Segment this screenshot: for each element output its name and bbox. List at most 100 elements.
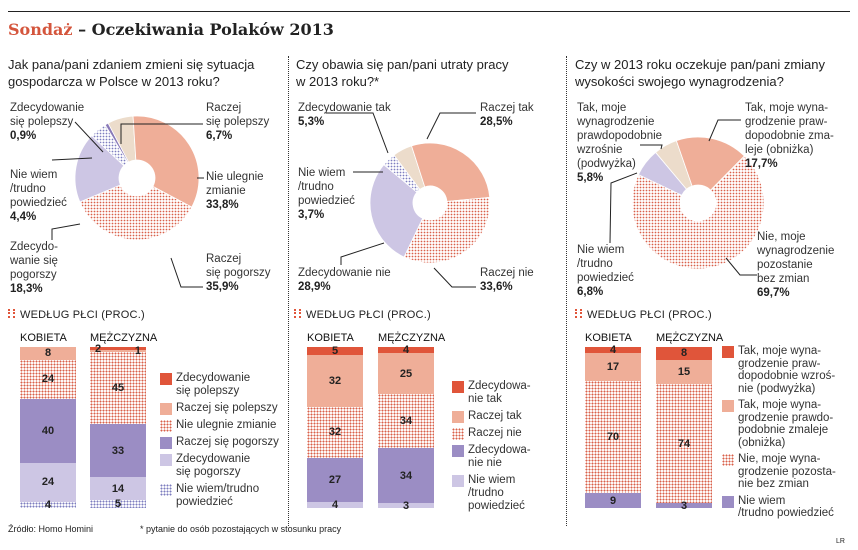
legend-label: Zdecydowanie się pogorszy	[176, 453, 251, 478]
bar-segment-nie-wiem-trudno-powiedzie: 5	[90, 497, 146, 510]
legend-label: Tak, moje wyna- grodzenie prawdo- podobn…	[738, 399, 834, 449]
legend-label: Zdecydowa- nie nie	[468, 444, 531, 469]
legend-label: Raczej nie	[468, 427, 522, 439]
pie3-label-decrease: Tak, moje wyna- grodzenie praw- dopodobn…	[745, 102, 834, 170]
bar-segment-zdecydowanie-si-pogorszy: 24	[20, 462, 76, 502]
bar-value-label: 24	[41, 476, 55, 489]
dotted-marker-icon	[294, 309, 301, 318]
bar-value-label: 8	[44, 347, 52, 360]
bars3-legend: Tak, moje wyna- grodzenie praw- dopodobn…	[722, 345, 854, 520]
bars1-category-men: MĘŻCZYZNA	[90, 332, 158, 344]
legend-swatch	[722, 454, 734, 466]
pie2-label-rather-yes: Raczej tak 28,5%	[480, 102, 534, 128]
legend-label: Tak, moje wyna- grodzenie praw- dopodobn…	[738, 345, 836, 395]
pie2-label-definitely-no: Zdecydowanie nie 28,9%	[298, 267, 391, 293]
pie-chart-economy	[74, 115, 200, 241]
pie-chart-salary	[631, 136, 765, 270]
legend-label: Nie, moje wyna- grodzenie pozosta- nie b…	[738, 453, 836, 490]
bar-segment-zdecydowanie-si-polepszy: 2	[90, 343, 146, 354]
legend-swatch	[160, 403, 172, 415]
bars3-header: WEDŁUG PŁCI (PROC.)	[575, 309, 712, 321]
legend-swatch	[160, 437, 172, 449]
bar-segment-zdecydowanie-si-pogorszy: 14	[90, 477, 146, 500]
bar-segment-raczej-si-polepszy: 1	[90, 346, 146, 357]
bar-value-label: 4	[609, 344, 617, 357]
bars2-category-men: MĘŻCZYZNA	[378, 332, 446, 344]
pie1-label-rather-improve: Raczej się polepszy 6,7%	[206, 102, 270, 142]
bar-segment-nie-moje-wyna-grodzenie-pozosta-nie-bez-zmian: 74	[656, 384, 712, 504]
bar-segment-raczej-si-polepszy: 8	[20, 347, 76, 360]
pie2-label-definitely-yes: Zdecydowanie tak 5,3%	[298, 102, 391, 128]
bars1-header: WEDŁUG PŁCI (PROC.)	[8, 309, 145, 321]
bars3-category-women: KOBIETA	[585, 332, 632, 344]
legend-label: Raczej się polepszy	[176, 402, 278, 414]
question-3: Czy w 2013 roku oczekuje pan/pani zmiany…	[575, 57, 826, 89]
bar-value-label: 24	[41, 373, 55, 386]
bar-value-label: 8	[680, 347, 688, 360]
legend-item-nie-wiem-trudno-powiedzie: Nie wiem /trudno powiedzieć	[722, 495, 854, 520]
legend-item-zdecydowa-nie-tak: Zdecydowa- nie tak	[452, 380, 562, 406]
legend-item-zdecydowa-nie-nie: Zdecydowa- nie nie	[452, 444, 562, 470]
bar-segment-nie-wiem-trudno-powiedzie: 4	[20, 499, 76, 510]
legend-label: Nie ulegnie zmianie	[176, 419, 277, 431]
bar-segment-tak-moje-wyna-grodzenie-praw-dopodobnie-wzro-nie-podwy-ka: 4	[585, 344, 641, 357]
legend-swatch	[160, 420, 172, 432]
pie-chart-job-loss	[369, 142, 491, 264]
bar-value-label: 70	[606, 431, 620, 444]
bar-value-label: 17	[606, 361, 620, 374]
legend-label: Nie wiem /trudno powiedzieć	[738, 494, 834, 520]
pie1-label-strongly-improve: Zdecydowanie się polepszy 0,9%	[10, 102, 85, 142]
bar-value-label: 32	[328, 426, 342, 439]
legend-swatch	[452, 428, 464, 440]
bar-segment-zdecydowa-nie-nie: 34	[378, 448, 434, 504]
question-1: Jak pana/pani zdaniem zmieni się sytuacj…	[8, 57, 255, 89]
column-divider	[288, 56, 289, 526]
title-highlight: Sondaż	[8, 20, 73, 39]
bar-value-label: 74	[677, 437, 691, 450]
legend-swatch	[452, 381, 464, 393]
legend-label: Nie wiem/trudno powiedzieć	[176, 483, 260, 508]
legend-item-nie-ulegnie-zmianie: Nie ulegnie zmianie	[160, 419, 285, 432]
bar-women-economy: 8 24 40 24 4	[20, 347, 76, 510]
bar-value-label: 32	[328, 374, 342, 387]
pie-slice-nie-moje-wynagrodzenie-pozostanie-bez-zmian	[631, 155, 765, 270]
bar-men-economy: 2 1 45 33 14 5	[90, 343, 146, 510]
legend-item-raczej-nie: Raczej nie	[452, 427, 562, 440]
pie-slice-nie-wiem-trudno-powiedzie	[91, 124, 129, 167]
bar-value-label: 5	[114, 497, 122, 510]
source-note: Źródło: Homo Homini	[8, 524, 94, 534]
bar-value-label: 2	[95, 342, 102, 355]
bar-value-label: 5	[331, 345, 339, 358]
bar-value-label: 34	[399, 415, 413, 428]
legend-item-tak-moje-wyna-grodzenie-praw-dopodobnie-wzro-nie-podwy-ka: Tak, moje wyna- grodzenie praw- dopodobn…	[722, 345, 854, 395]
bar-value-label: 14	[111, 482, 125, 495]
bar-segment-tak-moje-wyna-grodzenie-prawdo-podobnie-zmaleje-obni-ka: 17	[585, 353, 641, 381]
bar-women-salary: 4 17 70 9	[585, 344, 641, 508]
legend-item-nie-moje-wyna-grodzenie-pozosta-nie-bez-zmian: Nie, moje wyna- grodzenie pozosta- nie b…	[722, 453, 854, 491]
bar-segment-raczej-si-pogorszy: 40	[20, 398, 76, 463]
pie-slice-tak-moje-wyna-grodzenie-praw-dopodobnie-zma-leje-obni-ka	[675, 136, 745, 191]
legend-swatch	[722, 495, 734, 508]
title-text: – Oczekiwania Polaków 2013	[72, 20, 334, 39]
author-credit: LR	[836, 538, 845, 545]
bar-segment-raczej-tak: 32	[307, 355, 363, 407]
top-rule	[8, 11, 850, 12]
bar-segment-nie-ulegnie-zmianie: 45	[90, 351, 146, 425]
pie3-label-no-change: Nie, moje wynagrodzenie pozostanie bez z…	[757, 231, 835, 299]
legend-label: Nie wiem /trudno powiedzieć	[468, 474, 525, 512]
bar-segment-raczej-tak: 25	[378, 353, 434, 394]
legend-item-zdecydowanie-si-pogorszy: Zdecydowanie się pogorszy	[160, 453, 285, 479]
leader-lines	[51, 112, 757, 288]
pie3-label-dont-know: Nie wiem /trudno powiedzieć 6,8%	[577, 244, 634, 298]
pie-slice-raczej-si-pogorszy	[79, 184, 193, 241]
dotted-marker-icon	[575, 309, 582, 318]
legend-item-zdecydowanie-si-polepszy: Zdecydowanie się polepszy	[160, 372, 285, 398]
dotted-marker-icon	[8, 309, 15, 318]
bar-value-label: 9	[609, 494, 617, 507]
legend-item-nie-wiem-trudno-powiedzie: Nie wiem/trudno powiedzieć	[160, 483, 285, 509]
pie2-label-dont-know: Nie wiem /trudno powiedzieć 3,7%	[298, 167, 355, 221]
page-title: Sondaż – Oczekiwania Polaków 2013	[8, 20, 334, 39]
pie1-label-strongly-worsen: Zdecydo- wanie się pogorszy 18,3%	[10, 241, 58, 295]
bar-segment-tak-moje-wyna-grodzenie-praw-dopodobnie-wzro-nie-podwy-ka: 8	[656, 347, 712, 360]
